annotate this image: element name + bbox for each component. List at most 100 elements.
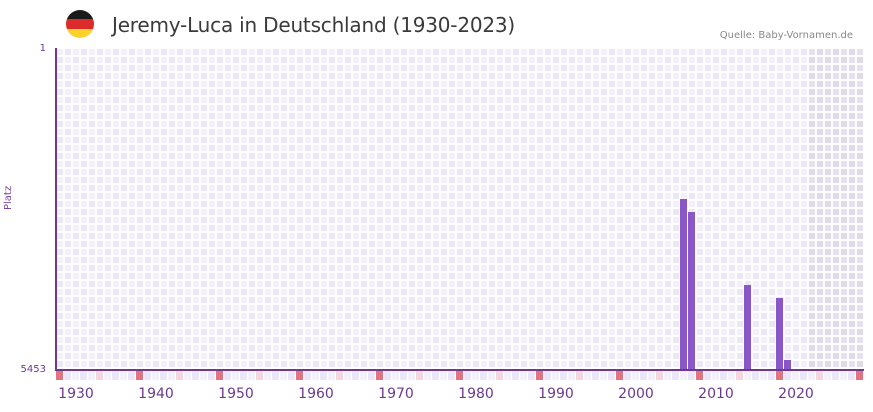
grid-cell	[321, 49, 327, 55]
bar-2006[interactable]	[680, 199, 687, 370]
grid-cell	[113, 169, 119, 175]
grid-cell	[289, 57, 295, 63]
grid-cell	[665, 353, 671, 359]
grid-cell	[377, 305, 383, 311]
grid-cell	[393, 121, 399, 127]
grid-cell	[345, 233, 351, 239]
grid-cell	[409, 353, 415, 359]
grid-cell	[457, 161, 463, 167]
grid-cell	[129, 233, 135, 239]
grid-cell	[729, 185, 735, 191]
grid-cell	[193, 169, 199, 175]
grid-cell	[425, 121, 431, 127]
grid-cell	[169, 313, 175, 319]
grid-cell	[353, 201, 359, 207]
grid-cell	[521, 305, 527, 311]
grid-cell	[697, 273, 703, 279]
grid-cell	[241, 81, 247, 87]
grid-cell	[417, 177, 423, 183]
grid-cell	[401, 345, 407, 351]
grid-cell	[769, 265, 775, 271]
bar-2019[interactable]	[784, 359, 791, 370]
grid-cell	[177, 137, 183, 143]
grid-cell	[393, 137, 399, 143]
grid-cell	[57, 193, 63, 199]
grid-cell	[361, 217, 367, 223]
grid-cell	[297, 257, 303, 263]
grid-cell	[345, 169, 351, 175]
bar-2007[interactable]	[688, 212, 695, 370]
grid-cell	[321, 161, 327, 167]
grid-cell	[105, 305, 111, 311]
grid-cell	[577, 257, 583, 263]
grid-cell	[225, 241, 231, 247]
grid-cell	[649, 153, 655, 159]
grid-cell	[737, 177, 743, 183]
grid-cell	[793, 129, 799, 135]
grid-cell	[665, 241, 671, 247]
grid-cell	[73, 225, 79, 231]
grid-cell	[329, 233, 335, 239]
grid-cell	[505, 321, 511, 327]
grid-cell	[241, 241, 247, 247]
grid-cell	[713, 137, 719, 143]
grid-cell	[457, 89, 463, 95]
grid-cell	[97, 329, 103, 335]
grid-cell	[481, 121, 487, 127]
grid-cell	[449, 241, 455, 247]
grid-cell	[545, 297, 551, 303]
grid-cell	[801, 265, 807, 271]
grid-cell	[537, 361, 543, 367]
grid-cell	[705, 273, 711, 279]
grid-cell	[177, 313, 183, 319]
grid-cell	[753, 273, 759, 279]
grid-cell	[409, 73, 415, 79]
grid-cell	[377, 137, 383, 143]
grid-cell	[577, 329, 583, 335]
grid-cell	[465, 169, 471, 175]
grid-cell	[777, 153, 783, 159]
grid-cell	[593, 105, 599, 111]
grid-cell	[489, 169, 495, 175]
grid-cell	[65, 185, 71, 191]
grid-cell	[609, 313, 615, 319]
grid-cell	[649, 145, 655, 151]
grid-cell	[465, 337, 471, 343]
grid-cell	[433, 329, 439, 335]
grid-cell	[697, 137, 703, 143]
grid-cell	[385, 193, 391, 199]
grid-cell	[89, 81, 95, 87]
grid-cell	[153, 329, 159, 335]
grid-cell	[521, 233, 527, 239]
grid-cell	[409, 361, 415, 367]
grid-cell	[521, 129, 527, 135]
grid-cell	[289, 65, 295, 71]
grid-cell	[553, 305, 559, 311]
grid-cell	[225, 289, 231, 295]
bar-2018[interactable]	[776, 297, 783, 370]
grid-cell	[305, 129, 311, 135]
grid-cell	[73, 297, 79, 303]
grid-cell	[641, 329, 647, 335]
grid-cell	[729, 241, 735, 247]
grid-cell	[209, 313, 215, 319]
grid-cell	[529, 129, 535, 135]
grid-cell	[417, 153, 423, 159]
grid-cell	[665, 121, 671, 127]
source-link[interactable]: Quelle: Baby-Vornamen.de	[719, 30, 853, 41]
grid-cell	[105, 321, 111, 327]
grid-cell	[665, 201, 671, 207]
grid-cell	[81, 305, 87, 311]
grid-cell	[665, 65, 671, 71]
grid-cell	[601, 217, 607, 223]
grid-cell	[185, 193, 191, 199]
grid-cell	[385, 289, 391, 295]
grid-cell	[817, 353, 823, 359]
grid-cell	[673, 297, 679, 303]
grid-cell	[233, 97, 239, 103]
bar-2014[interactable]	[744, 284, 751, 370]
grid-cell	[297, 81, 303, 87]
grid-cell	[561, 265, 567, 271]
grid-cell	[241, 145, 247, 151]
grid-cell	[113, 361, 119, 367]
